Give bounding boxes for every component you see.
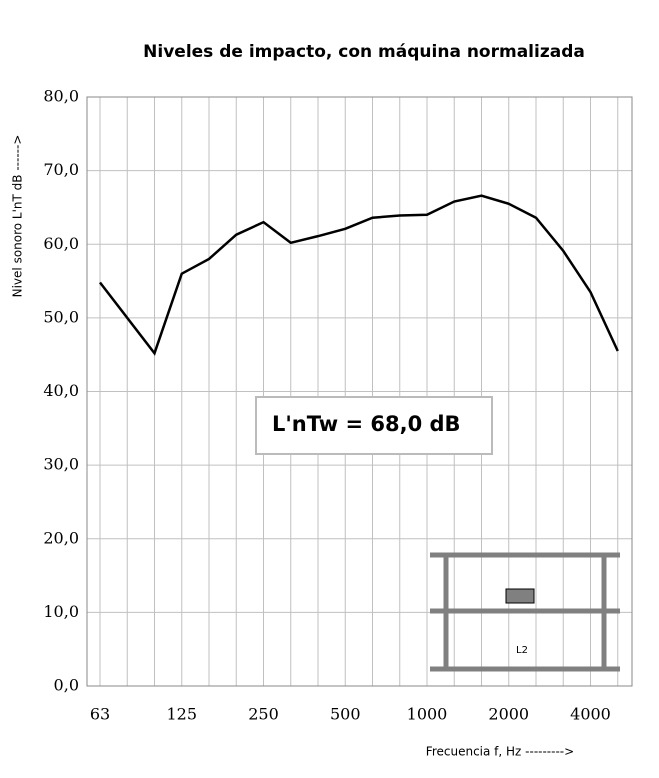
y-axis-label: Nivel sonoro L'nT dB ------> — [11, 135, 25, 298]
y-tick-label: 10,0 — [43, 602, 79, 621]
y-tick-label: 0,0 — [54, 676, 79, 695]
room-label: L2 — [516, 645, 528, 656]
y-tick-label: 30,0 — [43, 455, 79, 474]
x-axis-label: Frecuencia f, Hz ---------> — [426, 745, 574, 759]
x-tick-label: 4000 — [570, 705, 611, 724]
chart-title: Niveles de impacto, con máquina normaliz… — [143, 42, 585, 62]
x-tick-label: 63 — [90, 705, 110, 724]
x-tick-label: 125 — [166, 705, 197, 724]
plot-border — [86, 96, 633, 687]
y-tick-label: 80,0 — [43, 87, 79, 106]
annotation-box — [255, 396, 493, 455]
y-tick-label: 70,0 — [43, 160, 79, 179]
tapping-machine — [505, 588, 535, 604]
x-tick-label: 1000 — [407, 705, 448, 724]
x-tick-label: 2000 — [488, 705, 529, 724]
inset-diagram: L2 — [430, 552, 620, 672]
y-tick-label: 60,0 — [43, 234, 79, 253]
y-tick-label: 40,0 — [43, 381, 79, 400]
y-tick-label: 20,0 — [43, 528, 79, 547]
x-tick-label: 500 — [330, 705, 361, 724]
data-line — [99, 194, 619, 356]
y-tick-label: 50,0 — [43, 307, 79, 326]
annotation: L'nTw = 68,0 dB — [272, 412, 461, 436]
x-tick-label: 250 — [248, 705, 279, 724]
